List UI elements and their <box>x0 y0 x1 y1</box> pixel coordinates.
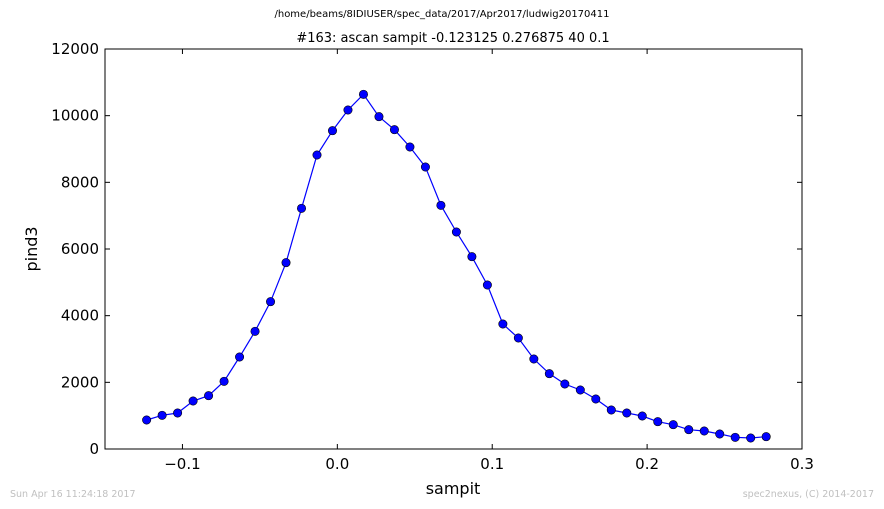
data-point <box>761 432 771 442</box>
data-point <box>281 258 291 268</box>
x-axis-label: sampit <box>426 479 481 498</box>
data-point <box>746 433 756 443</box>
data-point <box>668 420 678 430</box>
y-tick-label: 10000 <box>51 107 99 125</box>
x-tick-label: 0.2 <box>635 455 659 473</box>
data-point <box>606 405 616 415</box>
data-point <box>420 162 430 172</box>
data-point <box>157 410 167 420</box>
data-point <box>389 125 399 135</box>
x-tick-label: 0.1 <box>480 455 504 473</box>
axes: −0.1 0.0 0.1 0.2 0.3 0 2000 4000 6000 8000 10000 12… <box>51 40 814 473</box>
data-point <box>699 426 709 436</box>
y-tick-label: 8000 <box>61 173 99 191</box>
x-tick-label: 0.0 <box>325 455 349 473</box>
y-tick-label: 12000 <box>51 40 99 58</box>
y-tick-label: 0 <box>89 440 99 458</box>
data-point <box>575 385 585 395</box>
plot-frame <box>104 48 803 450</box>
data-point <box>622 408 632 418</box>
data-point <box>250 326 260 336</box>
data-point <box>544 369 554 379</box>
data-point <box>529 354 539 364</box>
y-tick-label: 4000 <box>61 307 99 325</box>
credit-text: spec2nexus, (C) 2014-2017 <box>742 489 874 500</box>
data-point <box>591 394 601 404</box>
data-point <box>715 429 725 439</box>
data-point <box>560 379 570 389</box>
data-point <box>684 425 694 435</box>
x-tick-label: −0.1 <box>164 455 200 473</box>
data-series <box>142 89 771 443</box>
series-line <box>146 93 767 439</box>
data-point <box>405 142 415 152</box>
data-point <box>204 391 214 401</box>
data-point <box>467 252 477 262</box>
file-path-title: /home/beams/8IDIUSER/spec_data/2017/Apr2… <box>274 9 610 20</box>
data-point <box>482 280 492 290</box>
data-point <box>235 352 245 362</box>
data-point <box>343 105 353 115</box>
y-tick-label: 6000 <box>61 240 99 258</box>
data-point <box>142 415 152 425</box>
data-point <box>327 126 337 136</box>
data-point <box>498 319 508 329</box>
timestamp: Sun Apr 16 11:24:18 2017 <box>10 489 136 500</box>
y-tick-label: 2000 <box>61 373 99 391</box>
y-axis-label: pind3 <box>22 226 41 271</box>
data-point <box>436 200 446 210</box>
data-point <box>637 411 647 421</box>
data-point <box>312 150 322 160</box>
data-point <box>358 89 368 99</box>
data-point <box>173 408 183 418</box>
data-point <box>266 297 276 307</box>
data-point <box>451 227 461 237</box>
data-point <box>297 203 307 213</box>
data-point <box>653 417 663 427</box>
chart-title: #163: ascan sampit -0.123125 0.276875 40… <box>296 31 609 46</box>
data-point <box>188 396 198 406</box>
x-tick-label: 0.3 <box>790 455 814 473</box>
data-point <box>730 432 740 442</box>
data-point <box>513 333 523 343</box>
data-point <box>219 376 229 386</box>
data-point <box>374 112 384 122</box>
